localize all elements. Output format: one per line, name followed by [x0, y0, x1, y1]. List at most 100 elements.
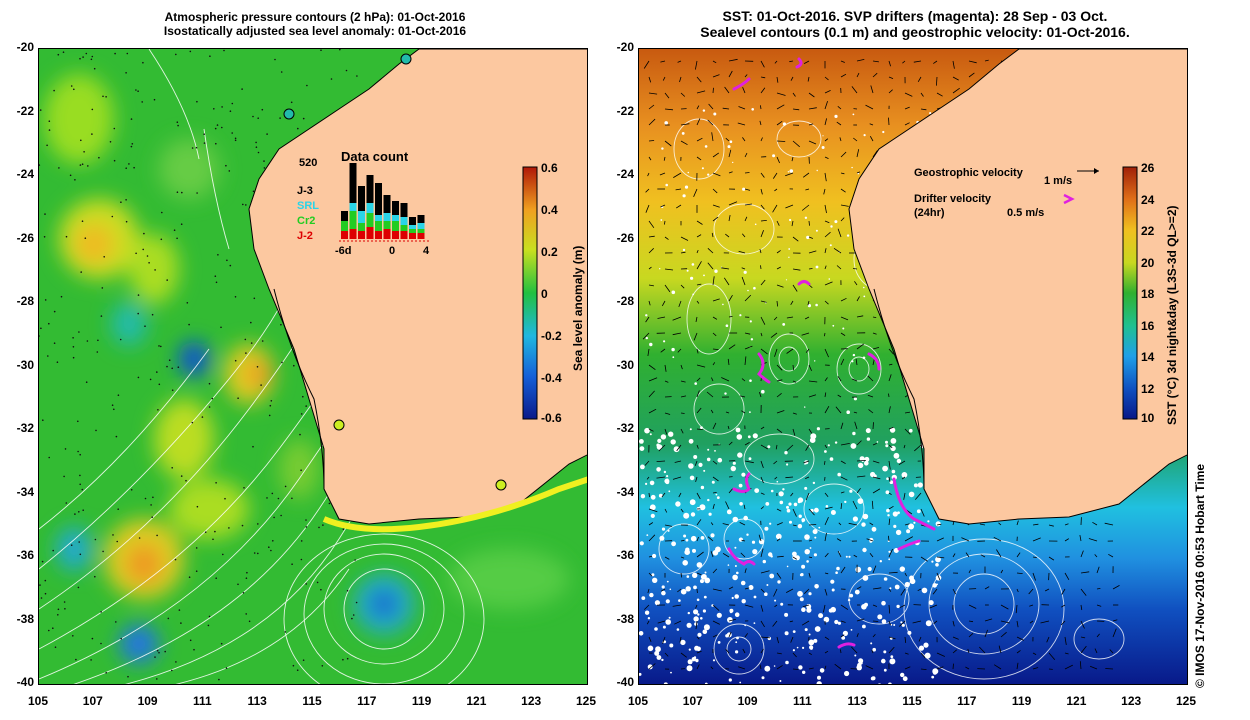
inset-bar-segment — [375, 231, 382, 239]
drifter-legend-arrow — [1063, 193, 1075, 205]
inset-x-left: -6d — [335, 245, 352, 257]
sst-tick-26: 26 — [1141, 161, 1155, 175]
left-map-title: Atmospheric pressure contours (2 hPa): 0… — [40, 10, 590, 38]
sst-tick-24: 24 — [1141, 193, 1155, 207]
inset-bar-segment — [392, 231, 399, 239]
left-lon-tick: 111 — [193, 694, 212, 708]
right-lat-tick: -40 — [616, 675, 634, 689]
left-lon-tick: 105 — [27, 694, 49, 708]
left-lat-tick: -34 — [16, 484, 34, 499]
sla-tick-neg0.2: -0.2 — [541, 329, 562, 343]
inset-bar-segment — [409, 225, 416, 229]
right-lat-tick: -28 — [616, 294, 634, 308]
inset-bar-segment — [358, 186, 365, 211]
sst-colorbar — [1122, 166, 1138, 420]
right-lat-tick: -20 — [616, 40, 634, 54]
sla-colorbar-label: Sea level anomaly (m) — [571, 245, 585, 371]
sla-tick-0: 0 — [541, 287, 548, 301]
left-lat-tick: -30 — [16, 357, 34, 372]
right-lat-tick: -34 — [616, 484, 634, 499]
inset-bar-segment — [400, 203, 408, 217]
inset-bar-segment — [375, 221, 382, 231]
inset-bar-segment — [366, 203, 374, 213]
drifter-legend-scale: 0.5 m/s — [1007, 207, 1045, 219]
inset-bar-segment — [409, 229, 416, 233]
right-lat-tick: -32 — [616, 421, 634, 435]
svp-drifter-tracks — [727, 57, 936, 649]
legend-j3: J-3 — [297, 185, 313, 197]
left-lon-tick: 107 — [82, 694, 103, 708]
right-lon-tick: 117 — [957, 694, 977, 708]
geo-legend-scale: 1 m/s — [1044, 175, 1073, 187]
inset-bar-segment — [400, 217, 408, 225]
legend-j2: J-2 — [297, 230, 313, 242]
left-lon-tick: 115 — [302, 694, 322, 708]
geo-legend-arrow-head — [1094, 168, 1099, 174]
sea-level-anomaly-map: Data count 520 J-3 SRL Cr2 J-2 -6d 0 4 0… — [38, 48, 588, 685]
left-lon-tick: 113 — [247, 694, 267, 708]
inset-x-zero: 0 — [389, 245, 396, 257]
left-lat-tick: -22 — [16, 103, 34, 118]
inset-bar-segment — [409, 217, 416, 225]
geo-legend-label: Geostrophic velocity — [914, 167, 1023, 179]
inset-bar-segment — [375, 215, 382, 221]
right-title-line1: SST: 01-Oct-2016. SVP drifters (magenta)… — [722, 8, 1108, 24]
sst-map: Geostrophic velocity 1 m/s Drifter veloc… — [638, 48, 1188, 685]
inset-bar-segment — [417, 229, 425, 233]
sla-tick-neg0.6: -0.6 — [541, 411, 562, 425]
inset-bar-segment — [341, 211, 348, 221]
sst-map-graphic — [639, 49, 1187, 684]
right-lat-tick: -30 — [616, 357, 634, 372]
inset-bar-segment — [383, 221, 391, 229]
inset-bar-segment — [358, 231, 365, 239]
inset-x-right: 4 — [423, 245, 430, 257]
inset-max-label: 520 — [299, 157, 318, 169]
right-lon-tick: 115 — [902, 694, 922, 708]
sst-tick-22: 22 — [1141, 224, 1155, 238]
inset-bar-segment — [349, 229, 357, 239]
sla-colorbar — [522, 166, 538, 420]
sst-tick-14: 14 — [1141, 350, 1155, 364]
shelf-contour — [873, 288, 925, 490]
inset-bar-segment — [392, 201, 399, 215]
inset-bar-segment — [392, 221, 399, 231]
inset-bar-segment — [400, 231, 408, 239]
tide-gauge-markers — [283, 53, 507, 491]
sst-tick-20: 20 — [1141, 256, 1155, 270]
inset-bar-segment — [409, 233, 416, 239]
right-lon-tick: 107 — [682, 694, 703, 708]
left-lat-tick: -40 — [16, 675, 34, 689]
inset-bar-segment — [383, 195, 391, 213]
right-title-line2: Sealevel contours (0.1 m) and geostrophi… — [700, 24, 1130, 40]
left-lat-tick: -26 — [16, 230, 34, 245]
inset-bar-segment — [417, 233, 425, 239]
inset-bar-segment — [349, 203, 357, 211]
left-lat-tick: -36 — [16, 548, 34, 562]
inset-bar-segment — [392, 215, 399, 221]
australia-landmass — [848, 49, 1187, 525]
inset-bar-segment — [383, 213, 391, 221]
left-lat-tick: -32 — [16, 421, 34, 435]
inset-bar-segment — [366, 175, 374, 203]
sst-tick-10: 10 — [1141, 411, 1155, 425]
inset-bar-segment — [417, 215, 425, 223]
sst-tick-12: 12 — [1141, 382, 1155, 396]
inset-bar-segment — [349, 163, 357, 203]
right-lon-tick: 111 — [793, 694, 812, 708]
data-count-inset — [339, 163, 431, 242]
left-lat-tick: -28 — [16, 294, 34, 308]
right-lat-tick: -38 — [616, 611, 634, 626]
inset-title: Data count — [341, 149, 409, 164]
left-lon-tick: 117 — [357, 694, 377, 708]
inset-bar-segment — [341, 221, 348, 231]
legend-srl: SRL — [297, 200, 319, 212]
right-lon-tick: 109 — [737, 694, 758, 708]
inset-bar-segment — [341, 231, 348, 239]
right-lon-tick: 119 — [1011, 694, 1032, 708]
inset-bar-segment — [349, 211, 357, 229]
inset-bar-segment — [417, 223, 425, 229]
sst-tick-16: 16 — [1141, 319, 1155, 333]
sla-tick-0.4: 0.4 — [541, 203, 558, 217]
left-lon-tick: 109 — [137, 694, 158, 708]
left-lon-tick: 121 — [466, 694, 487, 708]
